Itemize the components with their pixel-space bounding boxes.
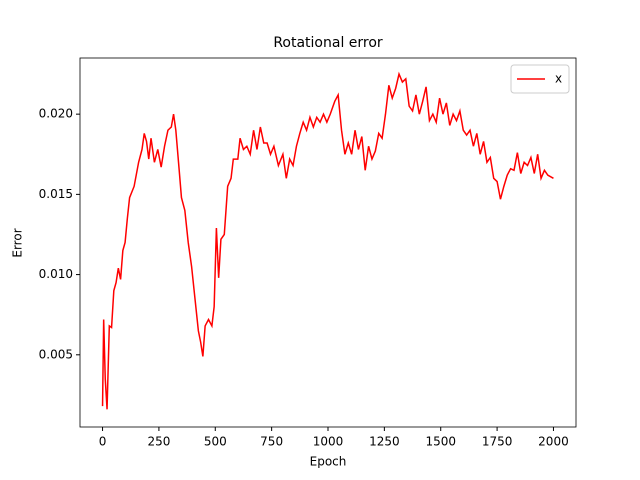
y-tick-label: 0.005	[39, 347, 73, 361]
data-line	[101, 71, 554, 410]
x-tick-label: 1500	[425, 435, 456, 449]
y-tick-label: 0.010	[39, 267, 73, 281]
x-axis-label: Epoch	[310, 455, 347, 469]
plot-frame	[79, 57, 577, 428]
y-axis-label: Error	[11, 228, 25, 257]
y-tick-label: 0.020	[39, 107, 73, 121]
x-tick-label: 1000	[313, 435, 344, 449]
x-tick-label: 1250	[369, 435, 400, 449]
x-tick-label: 1750	[482, 435, 513, 449]
chart-title: Rotational error	[273, 35, 383, 51]
x-tick-label: 500	[204, 435, 227, 449]
x-tick-label: 750	[260, 435, 283, 449]
x-tick-label: 2000	[538, 435, 569, 449]
legend-label: x	[555, 72, 562, 86]
x-tick-label: 0	[99, 435, 107, 449]
y-tick-label: 0.015	[39, 187, 73, 201]
x-tick-label: 250	[147, 435, 170, 449]
